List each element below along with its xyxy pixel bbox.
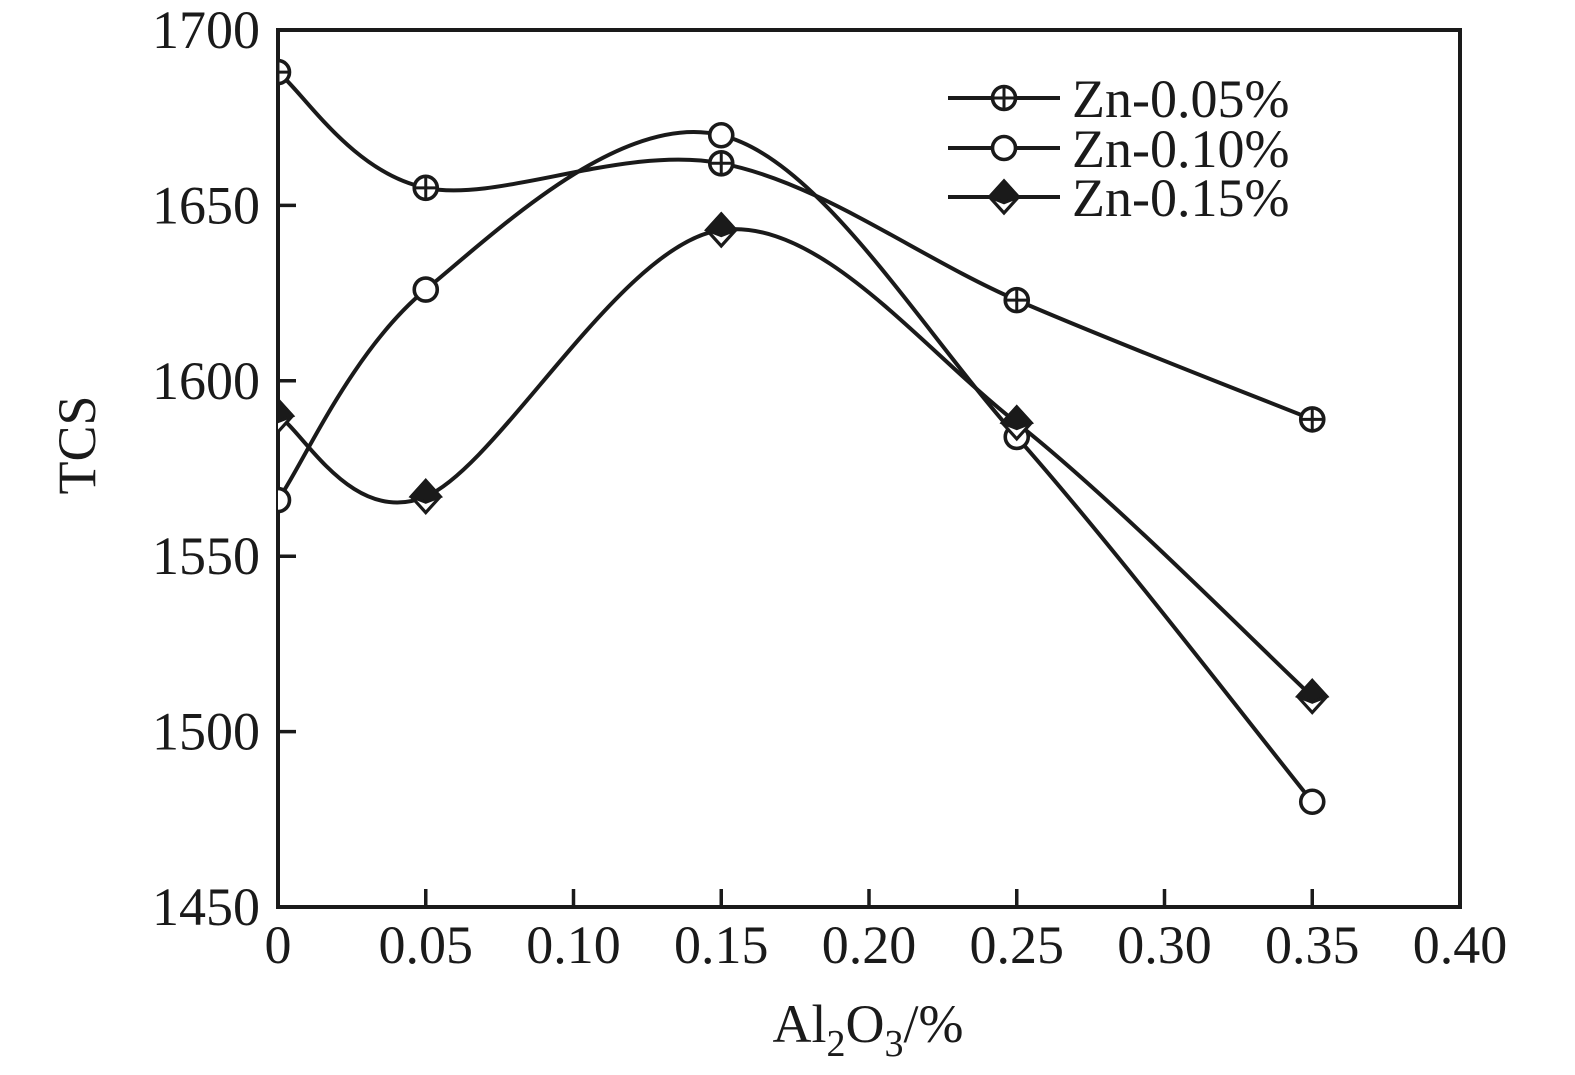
legend-key-Zn-0.15% (948, 178, 1060, 216)
legend-marker (990, 84, 1018, 112)
legend-key-Zn-0.05% (948, 84, 1060, 112)
x-tick-label: 0 (265, 915, 292, 975)
y-tick-label: 1700 (152, 0, 260, 60)
data-point-marker (1003, 286, 1031, 314)
series-Zn-0.05% (278, 58, 1326, 433)
x-tick-label: 0.25 (970, 915, 1065, 975)
y-tick-label: 1650 (152, 175, 260, 235)
data-point-marker (999, 404, 1035, 442)
data-point-marker (412, 276, 440, 303)
data-point-marker (1298, 406, 1326, 433)
legend-key-Zn-0.10% (948, 134, 1060, 162)
legend-label-zn-010: Zn-0.10% (1072, 119, 1289, 179)
x-axis-label-subscript: 3 (885, 1023, 904, 1065)
data-point-marker (707, 150, 735, 177)
series-Zn-0.15% (278, 211, 1330, 715)
x-tick-label: 0.30 (1117, 915, 1212, 975)
data-point-marker (1294, 678, 1330, 715)
y-tick-label: 1500 (152, 702, 260, 762)
y-axis-label: TCS (47, 395, 107, 494)
legend-label-zn-005: Zn-0.05% (1072, 69, 1289, 129)
series-line (278, 227, 1314, 698)
y-tick-label: 1550 (152, 526, 260, 586)
x-axis-label-subscript: 2 (827, 1023, 846, 1065)
series-layer (278, 58, 1330, 816)
x-tick-label: 0.15 (674, 915, 769, 975)
x-tick-label: 0.35 (1265, 915, 1360, 975)
data-point-marker (707, 121, 735, 149)
legend: Zn-0.05% Zn-0.10% Zn-0.15% (948, 69, 1289, 228)
x-tick-label: 0.40 (1413, 915, 1508, 975)
x-axis-label-part: /% (904, 994, 964, 1054)
data-point-marker (703, 211, 739, 249)
legend-label-zn-015: Zn-0.15% (1072, 168, 1289, 228)
axis-tick-labels: 0 0.05 0.10 0.15 0.20 0.25 0.30 0.35 0.40 1450 150… (152, 0, 1507, 975)
legend-marker (986, 178, 1022, 216)
series-Zn-0.10% (278, 121, 1326, 816)
data-point-marker (278, 486, 292, 514)
series-line (278, 70, 1313, 422)
x-axis-label-part: Al (773, 994, 827, 1054)
x-tick-label: 0.10 (526, 915, 621, 975)
x-axis-label-part: O (846, 994, 885, 1054)
y-tick-label: 1600 (152, 351, 260, 411)
x-axis-label: Al2O3/% (773, 994, 964, 1065)
x-tick-label: 0.20 (822, 915, 917, 975)
data-point-marker (412, 174, 440, 202)
legend-marker (990, 134, 1018, 162)
data-point-marker (408, 478, 444, 515)
data-point-marker (1298, 788, 1326, 816)
y-tick-label: 1450 (152, 877, 260, 937)
series-line (278, 129, 1314, 804)
data-point-marker (278, 58, 292, 86)
x-tick-label: 0.05 (379, 915, 474, 975)
axis-ticks (276, 28, 1462, 909)
data-point-marker (278, 397, 296, 435)
legend-glyphs (948, 84, 1060, 216)
